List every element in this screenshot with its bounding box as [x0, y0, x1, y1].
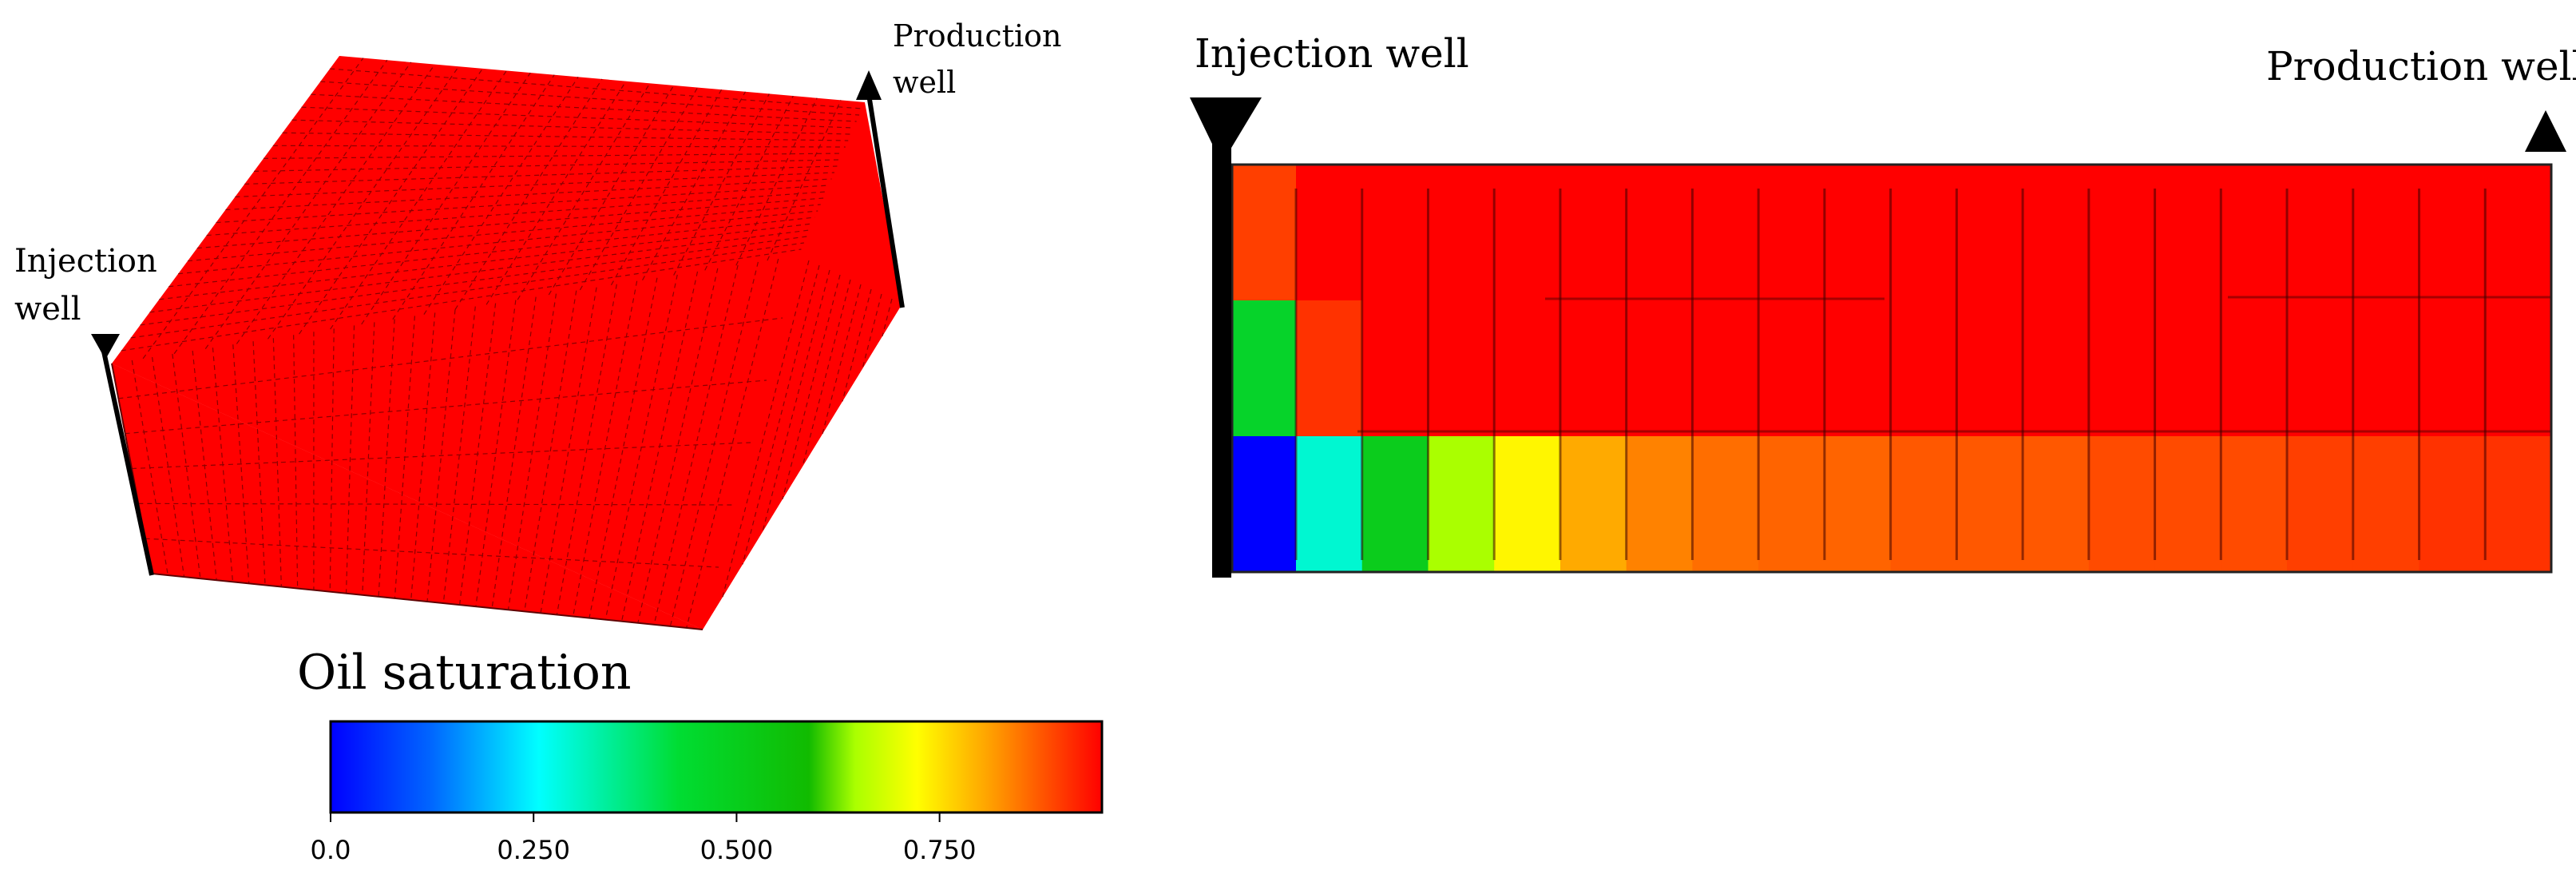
grid-cell — [1758, 436, 1825, 573]
grid-cell — [1232, 165, 1297, 301]
grid-cell — [1232, 436, 1297, 573]
grid-cell — [2419, 165, 2486, 301]
injection-label-right: Injection well — [1195, 30, 1469, 77]
grid-cell — [2419, 300, 2486, 437]
grid-cell — [2154, 300, 2221, 437]
grid-cell — [2352, 300, 2420, 437]
block-grid-lines — [118, 58, 893, 629]
grid-cell — [2352, 165, 2420, 301]
saturation-legend: Oil saturation 0.0 0.250 0.500 0.750 — [297, 645, 1104, 865]
grid-cell — [2221, 300, 2288, 437]
grid-cell — [2088, 165, 2156, 301]
injection-marker-icon — [91, 334, 120, 360]
grid-cell — [1361, 436, 1429, 573]
injection-well-2d — [1190, 97, 1262, 578]
cross-section — [1231, 163, 2553, 574]
legend-tick-label: 0.750 — [903, 835, 977, 865]
injection-well-3d — [91, 334, 154, 576]
grid-cell — [1428, 436, 1495, 573]
production-marker-icon — [856, 70, 882, 100]
grid-cell — [2088, 436, 2156, 573]
production-well-2d — [2525, 110, 2566, 152]
grid-cell — [1626, 436, 1694, 573]
grid-cell — [2023, 436, 2090, 573]
grid-cell — [2221, 165, 2288, 301]
grid-cell — [1626, 165, 1694, 301]
grid-cell — [1956, 300, 2023, 437]
grid-cell — [1494, 436, 1561, 573]
legend-tick-label: 0.250 — [497, 835, 570, 865]
grid-cell — [1824, 165, 1892, 301]
grid-cell — [1296, 165, 1363, 301]
legend-color-bar — [329, 720, 1104, 814]
grid-cell — [2485, 436, 2552, 573]
production-marker-icon — [2525, 110, 2566, 152]
grid-cell — [2154, 165, 2221, 301]
grid-cell — [1232, 300, 1297, 437]
grid-cell — [2287, 436, 2354, 573]
production-label-left-1: Production — [893, 18, 1061, 54]
grid-cell — [1428, 300, 1495, 437]
grid-cell — [2287, 300, 2354, 437]
cross-section-border — [1231, 163, 2553, 574]
grid-cell — [1890, 300, 1957, 437]
grid-cell — [1494, 165, 1561, 301]
grid-cell — [2419, 436, 2486, 573]
grid-cell — [2154, 436, 2221, 573]
grid-cell — [1361, 165, 1429, 301]
grid-cell — [1824, 300, 1892, 437]
grid-cell — [1758, 165, 1825, 301]
grid-cell — [1559, 300, 1627, 437]
grid-cell — [2352, 436, 2420, 573]
grid-cell — [1824, 436, 1892, 573]
grid-cell — [1559, 436, 1627, 573]
grid-cell — [1361, 300, 1429, 437]
injection-label-left-1: Injection — [14, 243, 157, 280]
legend-title: Oil saturation — [297, 645, 631, 701]
grid-cell — [2485, 165, 2552, 301]
legend-tick-label: 0.0 — [311, 835, 351, 865]
grid-cell — [2088, 300, 2156, 437]
grid-cell — [1296, 436, 1363, 573]
grid-cell — [1692, 300, 1759, 437]
legend-tick-label: 0.500 — [700, 835, 774, 865]
grid-cell — [1494, 300, 1561, 437]
grid-cell — [2221, 436, 2288, 573]
production-label-left-2: well — [893, 65, 956, 100]
grid-cell — [1428, 165, 1495, 301]
grid-cell — [1626, 300, 1694, 437]
grid-cell — [1956, 165, 2023, 301]
grid-cell — [1692, 436, 1759, 573]
grid-cell — [1758, 300, 1825, 437]
grid-cell — [2287, 165, 2354, 301]
grid-cell — [2023, 165, 2090, 301]
grid-cell — [1890, 165, 1957, 301]
grid-cell — [1296, 300, 1363, 437]
grid-cell — [1890, 436, 1957, 573]
production-well-3d — [856, 70, 905, 308]
reservoir-3d-block — [111, 56, 902, 630]
grid-cell — [1559, 165, 1627, 301]
grid-cell — [2023, 300, 2090, 437]
grid-cell — [1956, 436, 2023, 573]
production-label-right: Production well — [2266, 43, 2576, 89]
grid-cell — [1692, 165, 1759, 301]
injection-label-left-2: well — [14, 291, 81, 328]
grid-cell — [2485, 300, 2552, 437]
injection-marker-icon — [1190, 97, 1262, 164]
